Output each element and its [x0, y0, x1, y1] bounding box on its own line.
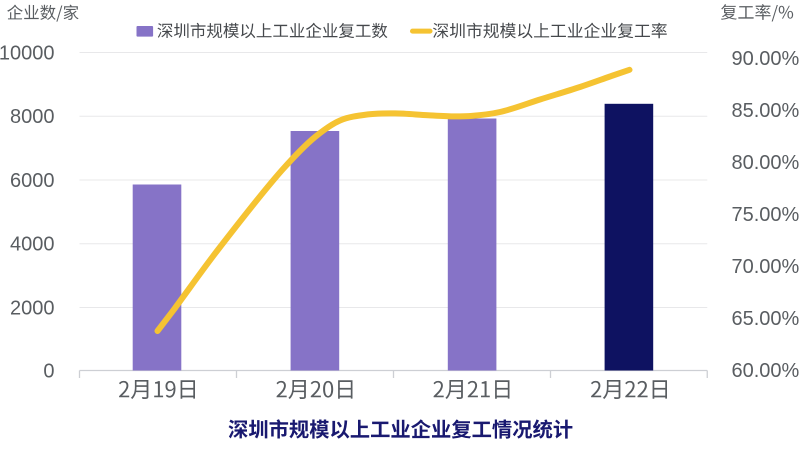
svg-text:90.00%: 90.00% [732, 48, 800, 70]
svg-text:80.00%: 80.00% [732, 152, 800, 174]
svg-text:70.00%: 70.00% [732, 256, 800, 278]
svg-text:85.00%: 85.00% [732, 100, 800, 122]
svg-text:10000: 10000 [0, 42, 55, 64]
svg-text:2000: 2000 [10, 297, 55, 319]
svg-text:65.00%: 65.00% [732, 308, 800, 330]
svg-text:8000: 8000 [10, 106, 55, 128]
svg-text:0: 0 [43, 360, 54, 382]
svg-text:75.00%: 75.00% [732, 204, 800, 226]
svg-text:6000: 6000 [10, 170, 55, 192]
svg-text:4000: 4000 [10, 234, 55, 256]
svg-text:60.00%: 60.00% [732, 360, 800, 382]
